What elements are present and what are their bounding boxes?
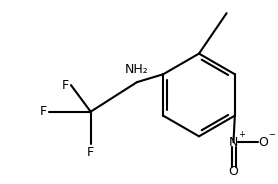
- Text: F: F: [62, 79, 69, 92]
- Text: O: O: [229, 165, 239, 178]
- Text: NH₂: NH₂: [125, 63, 149, 76]
- Text: F: F: [40, 105, 47, 118]
- Text: +: +: [239, 130, 245, 139]
- Text: O: O: [258, 136, 268, 149]
- Text: F: F: [87, 146, 94, 159]
- Text: −: −: [268, 130, 275, 139]
- Text: N: N: [229, 136, 238, 149]
